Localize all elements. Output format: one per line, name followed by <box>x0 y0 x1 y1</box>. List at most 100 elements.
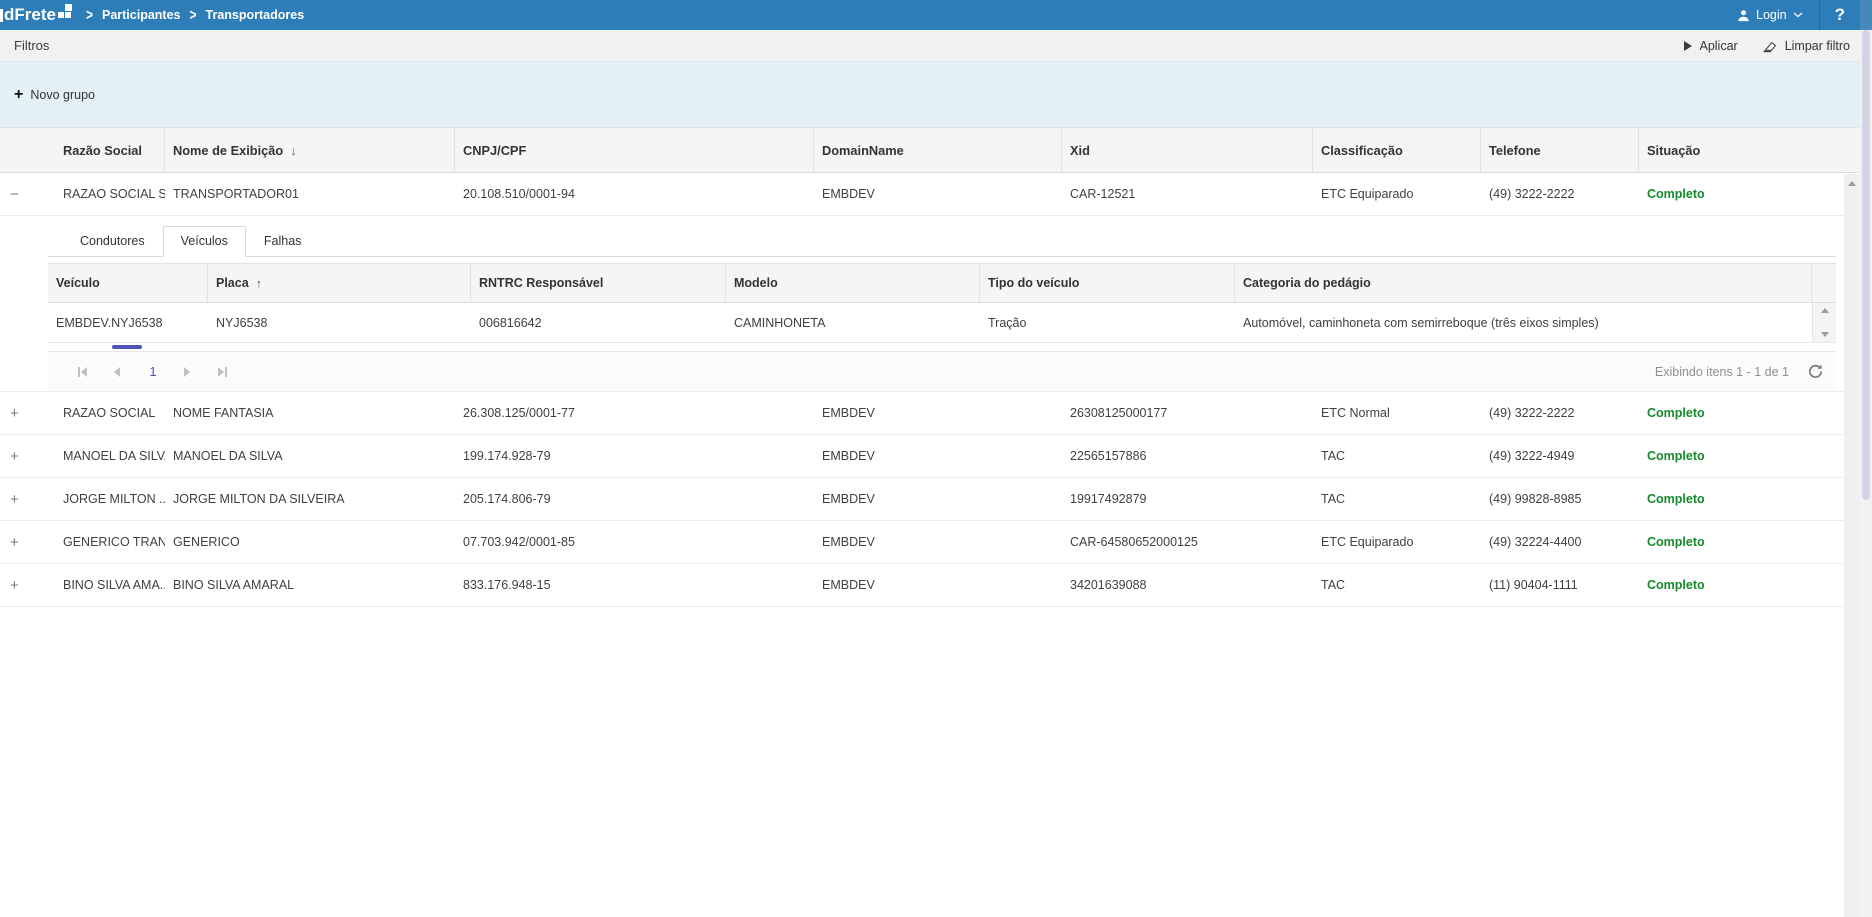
status-badge: Completo <box>1639 564 1844 606</box>
scroll-up-icon <box>1821 308 1829 313</box>
vehicle-row[interactable]: EMBDEV.NYJ6538NYJ6538006816642CAMINHONET… <box>48 303 1836 343</box>
vehicles-horizontal-scrollbar[interactable] <box>48 343 1836 351</box>
column-header-label: Modelo <box>734 276 778 290</box>
filters-bar: Filtros Aplicar Limpar filtro <box>0 30 1860 62</box>
detail-tabs: CondutoresVeículosFalhas <box>48 226 1836 257</box>
status-badge: Completo <box>1639 435 1844 477</box>
cell-modelo: CAMINHONETA <box>726 303 980 342</box>
app-window: dFrete > Participantes > Transportadores… <box>0 0 1860 917</box>
expand-row-button[interactable]: + <box>0 392 55 434</box>
table-row[interactable]: +MANOEL DA SILVAMANOEL DA SILVA199.174.9… <box>0 435 1860 478</box>
toolbar-band: + Novo grupo <box>0 62 1860 127</box>
cell-tipo: Tração <box>980 303 1235 342</box>
table-row[interactable]: +JORGE MILTON ...JORGE MILTON DA SILVEIR… <box>0 478 1860 521</box>
pager-status: Exibindo itens 1 - 1 de 1 <box>1655 365 1789 379</box>
expand-row-button[interactable]: + <box>0 564 55 606</box>
column-header-raz-o-social[interactable]: Razão Social <box>55 128 165 172</box>
column-header-rntrc-respons-vel[interactable]: RNTRC Responsável <box>471 264 726 302</box>
cell-razao-social: RAZAO SOCIAL <box>55 392 165 434</box>
logo-fragment <box>0 9 3 22</box>
expand-row-button[interactable]: + <box>0 478 55 520</box>
new-group-button[interactable]: + Novo grupo <box>14 87 95 103</box>
column-header-modelo[interactable]: Modelo <box>726 264 980 302</box>
cell-rntrc: 006816642 <box>471 303 726 342</box>
status-badge: Completo <box>1639 521 1844 563</box>
cell-xid: 26308125000177 <box>1062 392 1313 434</box>
cell-telefone: (11) 90404-1111 <box>1481 564 1639 606</box>
row-detail-panel: CondutoresVeículosFalhas Veículo Placa ↑ RNT… <box>0 216 1860 392</box>
cell-nome-exibicao: JORGE MILTON DA SILVEIRA <box>165 478 455 520</box>
breadcrumb-chevron-icon: > <box>86 6 93 24</box>
tab-falhas[interactable]: Falhas <box>246 226 320 257</box>
status-badge: Completo <box>1639 392 1844 434</box>
column-header-placa[interactable]: Placa ↑ <box>208 264 471 302</box>
status-badge: Completo <box>1639 478 1844 520</box>
cell-cnpj-cpf: 199.174.928-79 <box>455 435 814 477</box>
sort-asc-icon: ↑ <box>256 276 263 291</box>
column-header-label: Xid <box>1070 143 1090 158</box>
help-button[interactable]: ? <box>1820 0 1860 30</box>
vehicles-vertical-scrollbar[interactable] <box>1812 303 1836 342</box>
plus-icon: + <box>14 87 23 103</box>
pager-next-button[interactable] <box>175 360 199 384</box>
table-row[interactable]: +RAZAO SOCIALNOME FANTASIA26.308.125/000… <box>0 392 1860 435</box>
column-header-label: Razão Social <box>63 143 142 158</box>
expand-row-button[interactable]: + <box>0 435 55 477</box>
vehicles-scroll-header-spacer <box>1812 264 1836 302</box>
tab-condutores[interactable]: Condutores <box>62 226 163 257</box>
logo-text: dFrete <box>4 2 56 28</box>
column-header-spacer <box>0 128 55 172</box>
cell-cnpj-cpf: 20.108.510/0001-94 <box>455 173 814 215</box>
column-header-label: Placa <box>216 276 249 290</box>
app-logo[interactable]: dFrete <box>0 2 72 28</box>
column-header-label: Telefone <box>1489 143 1541 158</box>
pager-last-button[interactable] <box>210 360 234 384</box>
clear-filter-button[interactable]: Limpar filtro <box>1762 39 1850 53</box>
refresh-button[interactable] <box>1807 363 1824 380</box>
grid-vertical-scrollbar[interactable] <box>1844 174 1860 917</box>
column-header-telefone[interactable]: Telefone <box>1481 128 1639 172</box>
page-scrollbar-thumb[interactable] <box>1862 30 1870 500</box>
pager-first-button[interactable] <box>70 360 94 384</box>
column-header-nome-de-exibi-o[interactable]: Nome de Exibição↓ <box>165 128 455 172</box>
table-row[interactable]: +GENERICO TRAN...GENERICO07.703.942/0001… <box>0 521 1860 564</box>
column-header-situa-o[interactable]: Situação <box>1639 128 1844 172</box>
breadcrumb-participantes[interactable]: Participantes <box>102 8 181 22</box>
grid-body: −RAZAO SOCIAL S...TRANSPORTADOR0120.108.… <box>0 173 1860 607</box>
filters-title: Filtros <box>14 38 49 53</box>
cell-domain-name: EMBDEV <box>814 564 1062 606</box>
column-header-ve-culo[interactable]: Veículo <box>48 264 208 302</box>
cell-nome-exibicao: BINO SILVA AMARAL <box>165 564 455 606</box>
table-row[interactable]: +BINO SILVA AMA...BINO SILVA AMARAL833.1… <box>0 564 1860 607</box>
cell-razao-social: GENERICO TRAN... <box>55 521 165 563</box>
login-button[interactable]: Login <box>1721 0 1819 30</box>
column-header-domainname[interactable]: DomainName <box>814 128 1062 172</box>
column-header-cnpj-cpf[interactable]: CNPJ/CPF <box>455 128 814 172</box>
expand-row-button[interactable]: + <box>0 521 55 563</box>
cell-classificacao: ETC Normal <box>1313 392 1481 434</box>
collapse-row-button[interactable]: − <box>0 173 55 215</box>
cell-cnpj-cpf: 26.308.125/0001-77 <box>455 392 814 434</box>
cell-classificacao: TAC <box>1313 435 1481 477</box>
table-row[interactable]: −RAZAO SOCIAL S...TRANSPORTADOR0120.108.… <box>0 173 1860 216</box>
cell-xid: 22565157886 <box>1062 435 1313 477</box>
column-header-categoria-do-ped-gio[interactable]: Categoria do pedágio <box>1235 264 1812 302</box>
pager-page-1[interactable]: 1 <box>140 359 166 385</box>
apply-filter-button[interactable]: Aplicar <box>1684 39 1737 53</box>
cell-classificacao: TAC <box>1313 478 1481 520</box>
breadcrumb-transportadores[interactable]: Transportadores <box>206 8 305 22</box>
tab-ve-culos[interactable]: Veículos <box>163 226 246 257</box>
cell-razao-social: JORGE MILTON ... <box>55 478 165 520</box>
page-scrollbar[interactable] <box>1860 0 1872 917</box>
column-header-scroll-spacer <box>1844 128 1860 172</box>
scroll-down-icon <box>1821 332 1829 337</box>
column-header-classifica-o[interactable]: Classificação <box>1313 128 1481 172</box>
column-header-xid[interactable]: Xid <box>1062 128 1313 172</box>
cell-domain-name: EMBDEV <box>814 173 1062 215</box>
pager-prev-button[interactable] <box>105 360 129 384</box>
cell-telefone: (49) 32224-4400 <box>1481 521 1639 563</box>
breadcrumb: > Participantes > Transportadores <box>86 8 304 22</box>
column-header-tipo-do-ve-culo[interactable]: Tipo do veículo <box>980 264 1235 302</box>
horizontal-scroll-thumb[interactable] <box>112 345 142 349</box>
sort-desc-icon: ↓ <box>290 143 297 158</box>
